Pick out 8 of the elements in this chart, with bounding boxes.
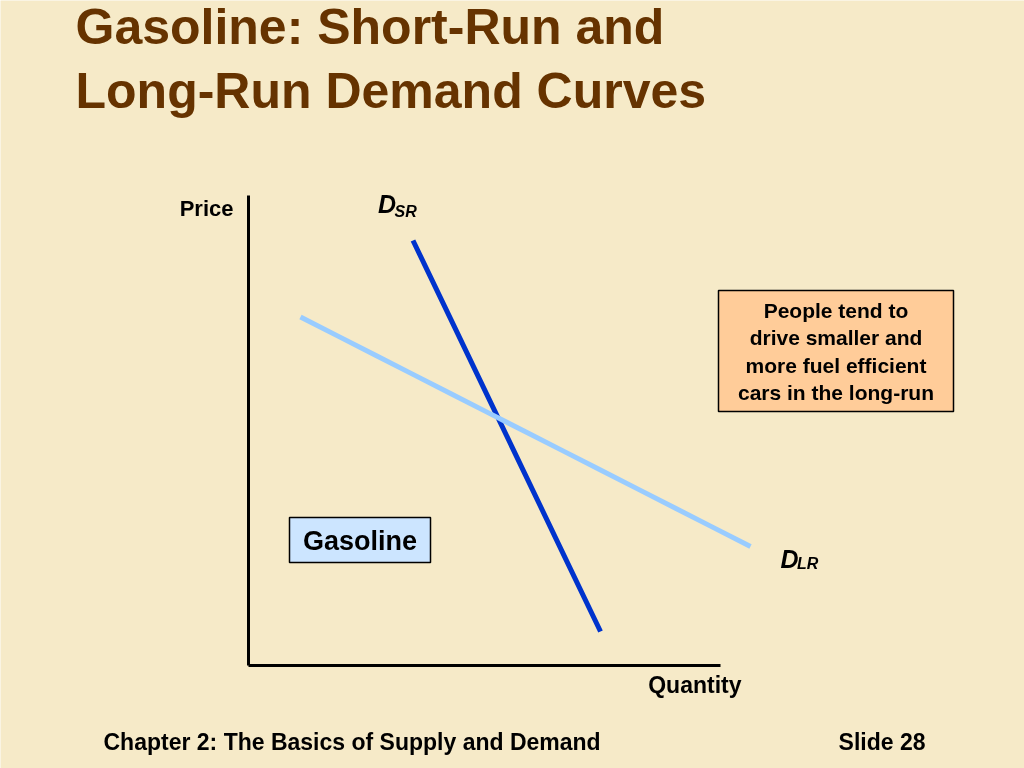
text: Slide 28 (838, 728, 926, 755)
annotation: People tend to drive smaller and more fuel efficient cars in the long-run (737, 299, 935, 404)
text: Chapter 2: The Basics of Supply and Demand (103, 728, 601, 755)
chart-title: Gasoline: Short-Run and Long-Run Demand Curves (75, 0, 707, 119)
y-axis-title: Price (179, 196, 234, 221)
series-label: DLR (780, 544, 819, 573)
annotation: Gasoline (302, 525, 418, 556)
x-axis-title: Quantity (648, 671, 742, 698)
